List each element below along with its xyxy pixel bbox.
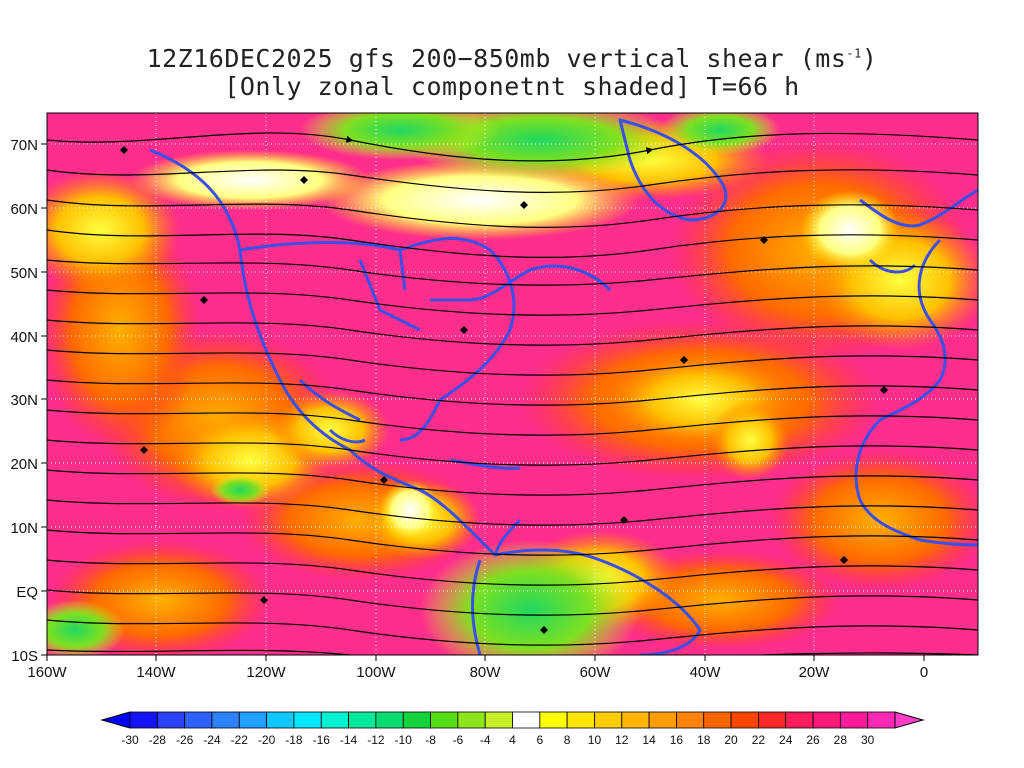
colorbar-swatch: [293, 711, 322, 729]
colorbar-tick-label: -4: [479, 733, 491, 747]
colorbar-tick-label: -16: [312, 733, 330, 747]
colorbar-tick-label: 20: [724, 733, 738, 747]
lat-label: 30N: [10, 392, 38, 409]
colorbar: [100, 711, 925, 729]
colorbar-tick-label: 18: [697, 733, 711, 747]
lat-label: 70N: [10, 137, 38, 154]
colorbar-swatch: [785, 711, 814, 729]
colorbar-tick-label: -12: [367, 733, 385, 747]
stream-arrows: [120, 146, 888, 634]
lon-label: 60W: [580, 664, 612, 681]
streamlines: [47, 132, 978, 655]
colorbar-tick-label: 26: [806, 733, 820, 747]
colorbar-swatch: [539, 711, 568, 729]
colorbar-swatch: [757, 711, 787, 729]
lat-label: 10N: [10, 520, 38, 537]
lon-label: 0: [920, 664, 928, 681]
colorbar-tick-label: -8: [425, 733, 436, 747]
colorbar-swatch: [348, 711, 377, 729]
colorbar-swatch: [648, 711, 677, 729]
colorbar-swatch: [812, 711, 841, 729]
lon-label: 100W: [356, 664, 396, 681]
colorbar-tick-label: 24: [779, 733, 793, 747]
colorbar-tick-label: 12: [615, 733, 629, 747]
lat-label: 50N: [10, 265, 38, 282]
lat-labels: 70N 60N 50N 40N 30N 20N 10N EQ 10S: [10, 137, 38, 665]
colorbar-tick-label: 30: [860, 733, 875, 747]
colorbar-tick-label: -30: [121, 733, 139, 747]
colorbar-tick-label: 8: [563, 733, 571, 747]
lat-label: 60N: [10, 201, 38, 218]
colorbar-swatch: [867, 711, 896, 729]
colorbar-tick-label: -24: [203, 733, 221, 747]
map-frame: [46, 112, 979, 656]
shading-layer: [47, 113, 978, 655]
lat-label: 20N: [10, 456, 38, 473]
colorbar-swatch: [129, 711, 158, 729]
lon-label: 120W: [246, 664, 286, 681]
lon-tick-marks: [46, 655, 925, 661]
colorbar-swatch: [402, 711, 431, 729]
colorbar-swatch: [621, 711, 650, 729]
colorbar-tick-label: 16: [669, 733, 684, 747]
colorbar-swatch: [430, 711, 459, 729]
colorbar-tick-label: 28: [833, 733, 848, 747]
colorbar-swatch: [238, 711, 268, 729]
colorbar-swatch: [457, 711, 486, 729]
colorbar-tick-label: -28: [148, 733, 166, 747]
colorbar-tick-label: -22: [230, 733, 248, 747]
colorbar-tick-label: -18: [285, 733, 303, 747]
chart-title-line1: 12Z16DEC2025 gfs 200−850mb vertical shea…: [146, 44, 878, 73]
colorbar-under-arrow: [100, 711, 131, 729]
colorbar-swatch: [676, 711, 705, 729]
lat-label: 40N: [10, 329, 38, 346]
colorbar-tick-label: 22: [751, 733, 766, 747]
colorbar-swatch: [730, 711, 759, 729]
colorbar-swatch: [839, 711, 869, 729]
colorbar-swatch: [566, 711, 595, 729]
lon-label: 140W: [136, 664, 176, 681]
lat-tick-marks: [41, 143, 47, 656]
colorbar-over-arrow: [894, 711, 925, 729]
colorbar-swatch: [484, 711, 513, 729]
colorbar-swatch: [703, 711, 732, 729]
lon-label: 80W: [470, 664, 502, 681]
colorbar-tick-label: -6: [452, 733, 464, 747]
colorbar-swatch: [320, 711, 349, 729]
colorbar-tick-label: 4: [509, 733, 516, 747]
lon-label: 20W: [799, 664, 831, 681]
chart-title-line2: [Only zonal componetnt shaded] T=66 h: [224, 72, 800, 101]
colorbar-tick-label: 6: [536, 733, 544, 747]
colorbar-swatch: [594, 711, 623, 729]
colorbar-swatch: [156, 711, 186, 729]
colorbar-swatch: [375, 711, 404, 729]
lat-label: 10S: [11, 648, 38, 665]
colorbar-tick-label: -20: [257, 733, 276, 747]
colorbar-swatch: [266, 711, 295, 729]
colorbar-tick-label: -26: [175, 733, 194, 747]
colorbar-swatch: [211, 711, 240, 729]
colorbar-swatch: [512, 711, 541, 729]
colorbar-tick-label: 14: [642, 733, 656, 747]
colorbar-tick-label: -14: [339, 733, 358, 747]
lon-label: 40W: [690, 664, 722, 681]
lon-labels: 160W 140W 120W 100W 80W 60W 40W 20W 0: [27, 664, 928, 681]
lat-label: EQ: [16, 584, 38, 601]
lon-label: 160W: [27, 664, 67, 681]
colorbar-tick-label: 10: [587, 733, 602, 747]
colorbar-tick-label: -10: [394, 733, 412, 747]
colorbar-swatch: [184, 711, 213, 729]
